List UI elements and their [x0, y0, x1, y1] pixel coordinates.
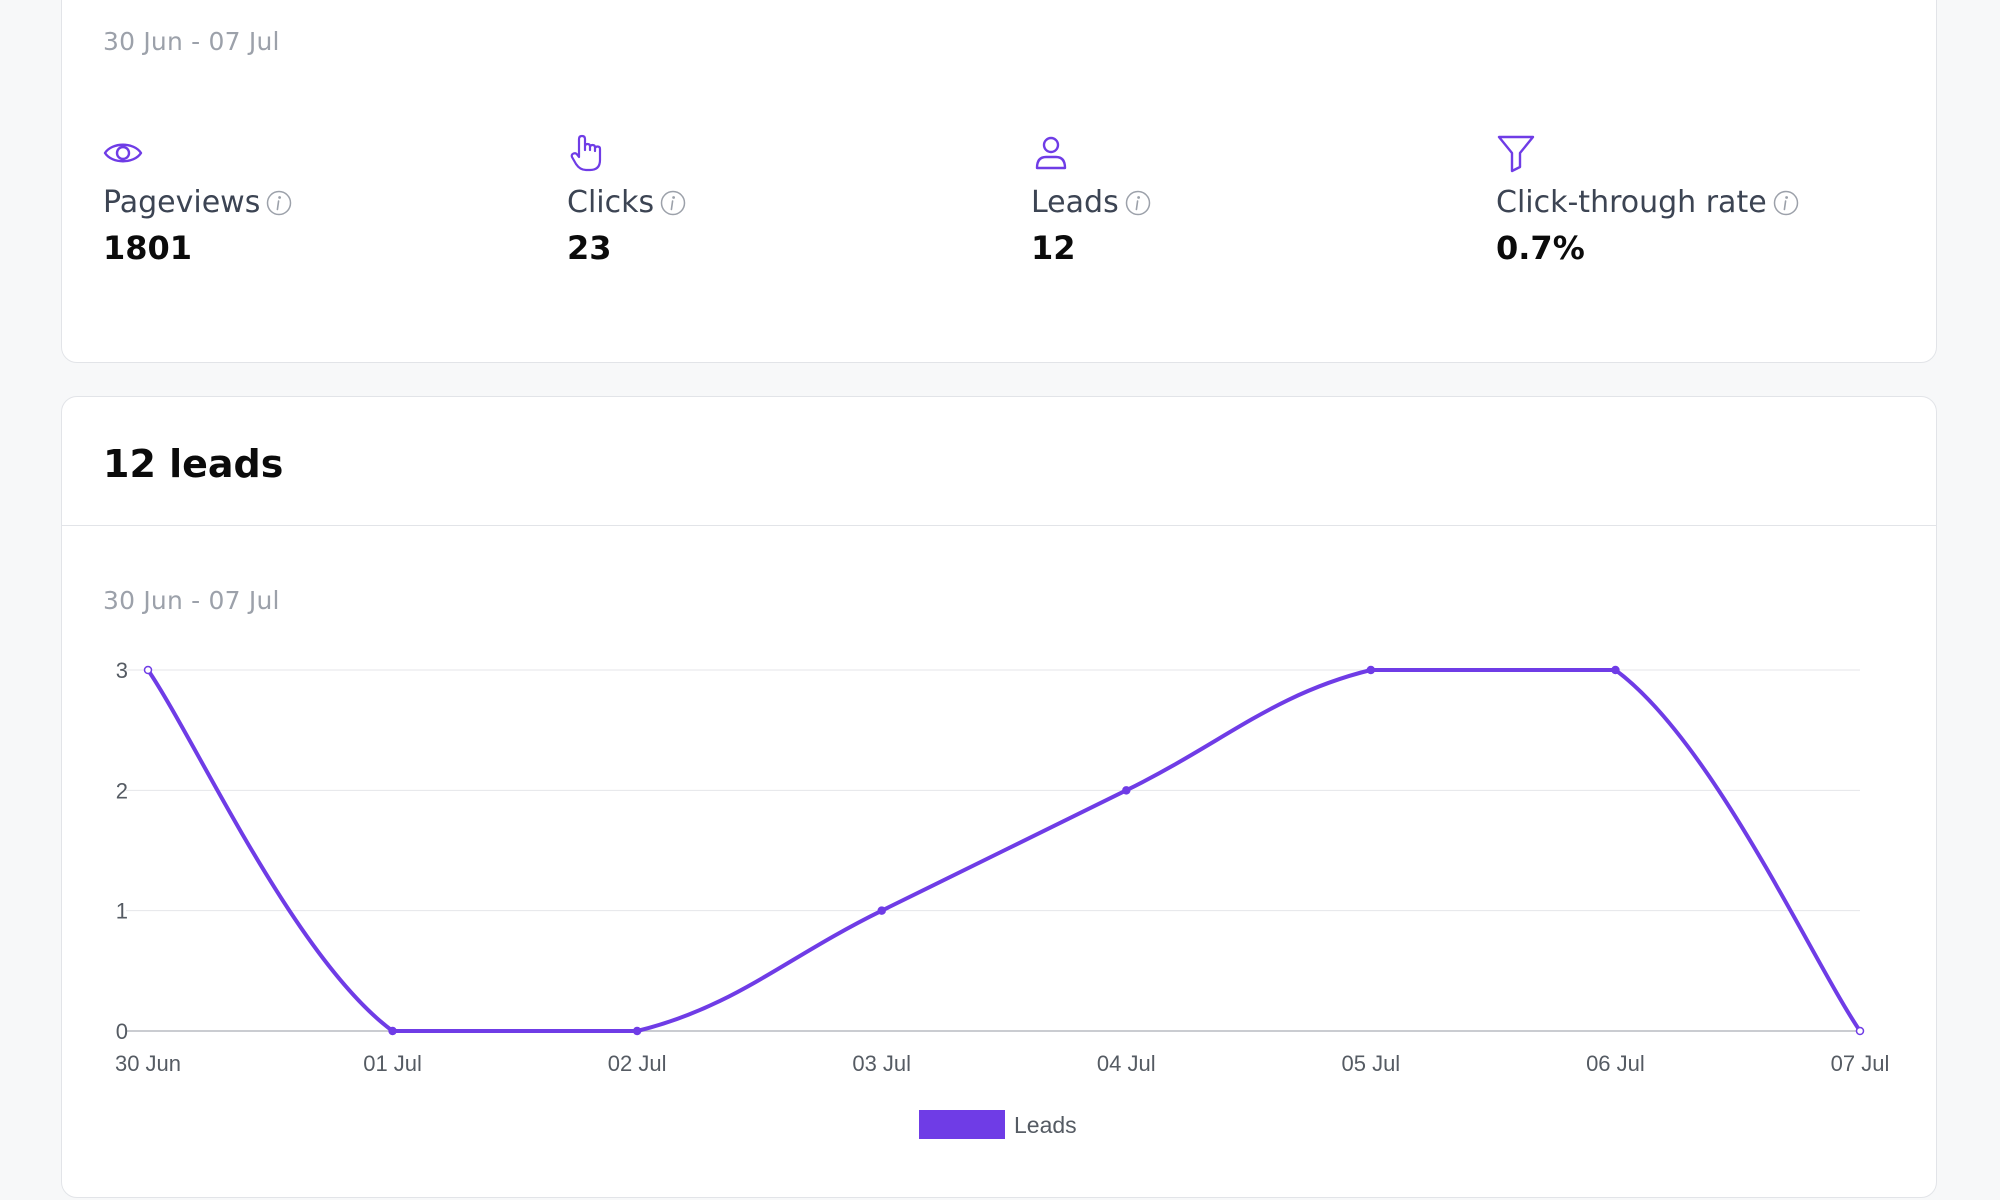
x-tick-label: 05 Jul	[1341, 1051, 1400, 1076]
y-tick-label: 2	[116, 778, 128, 803]
leads-title: 12 leads	[103, 442, 284, 486]
x-tick-label: 02 Jul	[608, 1051, 667, 1076]
x-tick-label: 30 Jun	[115, 1051, 181, 1076]
stat-value: 12	[1031, 229, 1076, 267]
chart-date-range: 30 Jun - 07 Jul	[103, 586, 280, 615]
date-range: 30 Jun - 07 Jul	[103, 27, 280, 56]
eye-icon	[103, 143, 143, 163]
stat-label: Pageviews	[103, 185, 292, 220]
data-point	[1366, 665, 1376, 675]
y-tick-label: 0	[116, 1019, 128, 1044]
data-point	[1855, 1026, 1865, 1036]
x-tick-label: 03 Jul	[852, 1051, 911, 1076]
user-icon	[1035, 136, 1067, 170]
legend-label: Leads	[1014, 1112, 1077, 1138]
data-point	[1122, 786, 1131, 795]
stat-label: Clicks	[567, 185, 686, 220]
stat-value: 0.7%	[1496, 229, 1585, 267]
x-tick-label: 06 Jul	[1586, 1051, 1645, 1076]
data-point	[388, 1026, 397, 1036]
data-point	[877, 906, 886, 915]
pointer-hand-icon	[570, 134, 602, 172]
data-point	[1611, 665, 1620, 675]
x-tick-label: 01 Jul	[363, 1051, 422, 1076]
x-tick-label: 04 Jul	[1097, 1051, 1156, 1076]
x-tick-label: 07 Jul	[1831, 1051, 1890, 1076]
legend-swatch	[919, 1110, 1005, 1139]
leads-card: 12 leads 30 Jun - 07 Jul 0 1 2 3 30 Jun 01 Ju…	[61, 396, 1937, 1198]
stat-value: 23	[567, 229, 612, 267]
stat-value: 1801	[103, 229, 193, 267]
info-icon[interactable]	[660, 190, 686, 216]
data-point	[632, 1026, 642, 1036]
divider	[62, 525, 1936, 526]
funnel-icon	[1497, 135, 1535, 173]
stat-label: Click-through rate	[1496, 185, 1799, 220]
y-tick-label: 3	[116, 658, 128, 683]
info-icon[interactable]	[266, 190, 292, 216]
stat-label: Leads	[1031, 185, 1151, 220]
info-icon[interactable]	[1125, 190, 1151, 216]
y-tick-label: 1	[116, 899, 128, 924]
stats-card: 30 Jun - 07 Jul Pageviews 1801 Clicks	[61, 0, 1937, 363]
leads-line-chart: 0 1 2 3 30 Jun 01 Jul 02 Jul 03 Jul 04 Jul 05 Jul…	[115, 658, 1890, 1139]
series-line-leads	[146, 668, 1862, 1033]
info-icon[interactable]	[1773, 190, 1799, 216]
data-point	[143, 665, 153, 675]
